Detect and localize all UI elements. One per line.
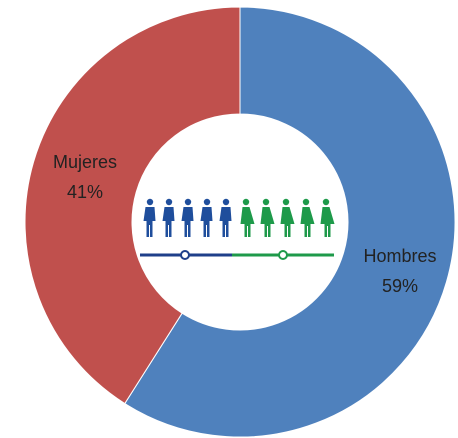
slice-value-label: 59% <box>382 276 418 296</box>
slice <box>124 6 456 438</box>
slice-label: Hombres <box>363 246 436 266</box>
slices <box>24 6 456 438</box>
slice-label: Mujeres <box>53 152 117 172</box>
slice <box>24 6 241 405</box>
people-icon <box>140 198 335 260</box>
slice-value-label: 41% <box>67 182 103 202</box>
